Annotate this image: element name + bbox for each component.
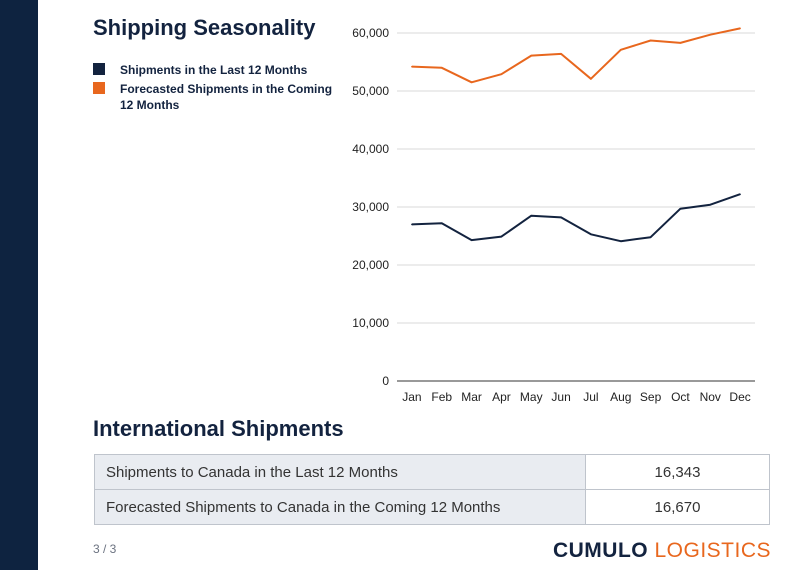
x-tick-label: Feb [431,390,452,404]
y-tick-label: 60,000 [352,26,389,40]
data-point [411,223,413,226]
data-point [470,81,473,84]
x-tick-label: Jun [551,390,570,404]
data-point [649,236,652,238]
series-line-forecast [411,27,741,84]
data-point [679,42,682,44]
legend-swatch-navy [93,63,105,75]
brand-name-part1: CUMULO [552,539,649,562]
x-tick-label: Mar [461,390,482,404]
data-point [590,78,592,80]
legend-label: Shipments in the Last 12 Months [120,63,308,77]
legend-item-last-12: Shipments in the Last 12 Months [93,62,333,78]
shipments-table: Shipments to Canada in the Last 12 Month… [94,454,770,525]
data-point [470,239,473,241]
section-title: International Shipments [93,416,344,441]
data-point [619,240,622,243]
data-point [530,214,533,217]
data-point [530,54,533,57]
brand-name-part2: LOGISTICS [654,539,771,562]
data-point [709,203,712,206]
table-cell-label: Shipments to Canada in the Last 12 Month… [94,454,586,490]
table-cell-value: 16,343 [585,454,770,490]
data-point [590,233,592,236]
x-tick-label: Jan [402,390,421,404]
data-point [739,27,741,30]
x-tick-label: Sep [640,390,662,404]
series-line-last-12-months [411,193,741,243]
x-tick-label: Jul [583,390,598,404]
data-point [500,73,503,75]
table-cell-value: 16,670 [585,489,770,525]
chart-legend: Shipments in the Last 12 Months Forecast… [93,62,333,116]
x-tick-label: Nov [700,390,721,404]
y-tick-label: 0 [382,374,389,388]
x-tick-label: May [520,390,543,404]
data-point [500,235,503,238]
data-point [560,216,562,219]
data-point [709,33,712,36]
data-point [411,65,413,68]
brand-logo: CUMULO LOGISTICS [553,539,771,563]
line-chart: 0 10,000 20,000 30,000 40,000 50,000 60,000 Jan… [352,26,755,404]
left-accent-bar [0,0,38,570]
data-point [679,207,682,210]
y-tick-label: 40,000 [352,142,389,156]
table-cell-label: Forecasted Shipments to Canada in the Co… [94,489,586,525]
x-tick-label: Apr [492,390,511,404]
y-tick-label: 30,000 [352,200,389,214]
x-tick-label: Oct [671,390,690,404]
table-row: Shipments to Canada in the Last 12 Month… [94,454,770,490]
table-row: Forecasted Shipments to Canada in the Co… [94,489,770,525]
y-tick-label: 10,000 [352,316,389,330]
legend-item-forecast: Forecasted Shipments in the Coming 12 Mo… [93,81,333,113]
data-point [440,222,443,225]
legend-label: Forecasted Shipments in the Coming 12 Mo… [120,82,333,112]
y-tick-label: 50,000 [352,84,389,98]
data-point [739,193,741,196]
x-tick-label: Dec [729,390,750,404]
legend-swatch-orange [93,82,105,94]
x-tick-label: Aug [610,390,631,404]
data-point [560,53,562,55]
y-tick-label: 20,000 [352,258,389,272]
page-number: 3 / 3 [93,542,117,556]
data-point [619,49,622,51]
data-point [440,67,443,69]
data-point [649,39,652,42]
chart-title: Shipping Seasonality [93,15,316,40]
